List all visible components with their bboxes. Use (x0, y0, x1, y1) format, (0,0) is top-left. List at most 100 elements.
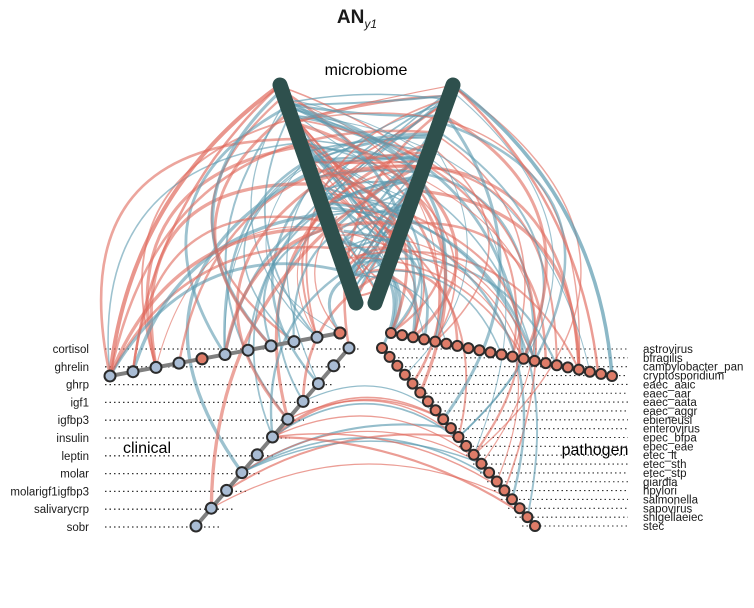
pathogen-node-label: sapovirus (643, 503, 692, 515)
clinical-node-label: ghrp (66, 380, 89, 392)
edge (382, 243, 519, 482)
clinical-node-label: ghrelin (54, 362, 89, 374)
pathogen-node-label: epec_bfpa (643, 433, 697, 445)
edge (450, 89, 555, 438)
pathogen-node (391, 359, 404, 372)
edge (131, 84, 281, 373)
edge (108, 83, 282, 377)
clinical-node (195, 352, 209, 366)
pathogen-node-label: eaec_aar (643, 388, 691, 400)
pathogen-node-label: stec (643, 521, 664, 533)
clinical-node-label: salivarycrp (34, 504, 89, 516)
pathogen-node-label: shigellaeiec (643, 512, 703, 524)
pathogen-node-label: epec_eae (643, 441, 694, 453)
pathogen-node (440, 337, 453, 350)
clinical-node (241, 343, 255, 357)
clinical-node (327, 359, 341, 373)
edge (272, 403, 467, 447)
edge (436, 129, 545, 438)
pathogen-node (451, 339, 464, 352)
edges (99, 83, 614, 518)
edge (131, 212, 326, 373)
edge (241, 437, 498, 483)
edge (331, 202, 536, 362)
edge (415, 188, 581, 370)
edge (235, 183, 316, 421)
edge (343, 229, 429, 340)
clinical-node-label: igfbp3 (58, 415, 89, 427)
edge (404, 138, 468, 376)
clinical-node-label: igf1 (70, 397, 89, 409)
pathogen-node (398, 368, 411, 381)
title-main: AN (337, 7, 364, 28)
clinical-node (264, 339, 278, 353)
edge (272, 435, 528, 518)
edge (451, 83, 614, 377)
clinical-node-label: insulin (56, 433, 89, 445)
edge (292, 206, 399, 342)
edge (406, 212, 521, 456)
edge (289, 113, 398, 244)
edge (223, 132, 436, 355)
pathogen-node-label: salmonella (643, 494, 699, 506)
pathogen-node (517, 352, 530, 365)
pathogen-node (606, 370, 618, 382)
edge (241, 440, 482, 474)
pathogen-node (414, 386, 427, 399)
microbiome-axis-left (272, 77, 364, 311)
clinical-node (296, 394, 310, 408)
pathogen-node (421, 395, 434, 408)
edge (407, 207, 442, 385)
edge (184, 104, 290, 356)
edge (252, 193, 328, 438)
pathogen-node (506, 493, 518, 506)
pathogen-node (528, 354, 541, 367)
edge (210, 463, 513, 509)
edge (241, 430, 482, 474)
edge (390, 214, 423, 334)
pathogen-node-label: etec_stp (643, 468, 686, 480)
group-label-pathogen: pathogen (562, 442, 629, 459)
pathogen-node (529, 520, 541, 532)
edge (299, 141, 536, 362)
pathogen-node (407, 331, 420, 344)
edge (441, 110, 502, 421)
edge (286, 103, 430, 153)
edge (424, 163, 518, 357)
pathogen-node (452, 431, 465, 443)
clinical-node (220, 483, 234, 497)
clinical-node (281, 412, 295, 426)
pathogen-node-label: eaec_aata (643, 397, 697, 409)
pathogen-node (444, 422, 457, 435)
edge (305, 97, 448, 338)
clinical-node-label: sobr (67, 522, 90, 534)
pathogen-node (490, 475, 503, 488)
edge (407, 186, 456, 342)
pathogen-node (561, 361, 574, 374)
clinical-node (235, 466, 249, 480)
clinical-node (250, 448, 264, 462)
edge (452, 84, 600, 373)
edge (284, 97, 507, 455)
pathogen-node (498, 484, 511, 497)
pathogen-node (376, 342, 388, 354)
pathogen-node (539, 357, 552, 370)
edge (412, 173, 536, 465)
pathogen-node (475, 457, 488, 470)
pathogen-node-label: ebieneusi (643, 415, 692, 427)
edge (301, 166, 417, 338)
pathogen-node-label: campylobacter_pan (643, 362, 743, 374)
title-subscript: y1 (363, 17, 377, 31)
pathogen-node (396, 329, 409, 342)
pathogen-node-label: etec_lt (643, 450, 678, 462)
edge (223, 221, 392, 355)
edge (108, 226, 343, 377)
pathogen-node (484, 346, 497, 359)
clinical-node (310, 330, 324, 344)
pathogen-node (550, 359, 563, 372)
group-label-microbiome: microbiome (325, 62, 408, 79)
edge (99, 137, 304, 377)
node-labels: cortisol ghrelin ghrp igf1 igfbp3 insulin lept… (10, 344, 743, 534)
edge (412, 178, 459, 339)
